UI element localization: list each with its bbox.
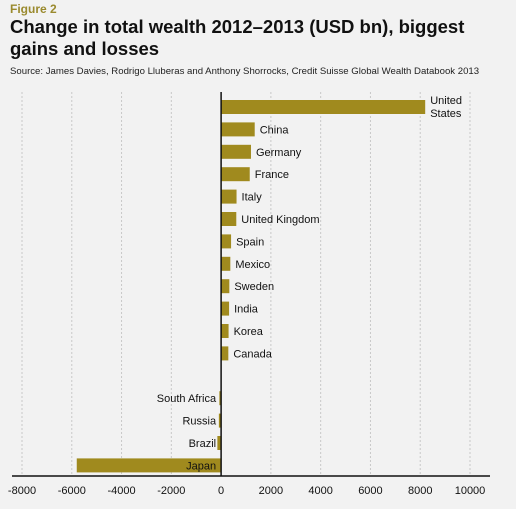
category-label: Japan [186, 460, 216, 472]
bar-sweden [221, 279, 230, 294]
bar-germany [221, 144, 251, 159]
x-tick-label: 4000 [308, 485, 332, 497]
grid-lines [21, 92, 471, 476]
x-tick-labels: -8000 -6000 -4000 -2000 0 2000 4000 6000 8000 100… [8, 485, 485, 497]
bar-china [221, 122, 255, 137]
category-label: Russia [182, 416, 217, 428]
x-tick-label: -2000 [157, 485, 185, 497]
bar-spain [221, 234, 232, 249]
bar-france [221, 167, 250, 182]
bar-brazil [217, 436, 222, 450]
category-label: China [260, 124, 290, 136]
x-tick-label: -8000 [8, 485, 36, 497]
x-tick-label: 10000 [455, 485, 486, 497]
bar-russia [218, 413, 222, 428]
figure-label: Figure 2 [10, 2, 57, 16]
category-label: States [430, 108, 462, 120]
x-tick-label: -6000 [58, 485, 86, 497]
bars [76, 100, 426, 473]
category-label: United [430, 95, 462, 107]
category-label: South Africa [157, 393, 217, 405]
bar-mexico [221, 256, 231, 271]
category-label: France [255, 169, 289, 181]
bar-canada [221, 346, 229, 361]
category-label: United Kingdom [241, 214, 319, 226]
category-label: India [234, 304, 259, 316]
category-label: Canada [233, 348, 272, 360]
x-tick-label: 2000 [259, 485, 283, 497]
category-label: Brazil [189, 438, 217, 450]
category-label: Italy [242, 192, 263, 204]
category-label: Mexico [235, 259, 270, 271]
bar-korea [221, 324, 229, 338]
bar-japan [76, 458, 222, 473]
x-tick-label: 6000 [358, 485, 382, 497]
bar-united-states [221, 100, 426, 114]
category-label: Sweden [234, 281, 274, 293]
x-tick-label: 8000 [408, 485, 432, 497]
category-label: Spain [236, 236, 264, 248]
category-label: Germany [256, 147, 302, 159]
chart-title: Change in total wealth 2012–2013 (USD bn… [10, 16, 465, 59]
bar-south-africa [219, 391, 222, 406]
bar-united-kingdom [221, 212, 237, 226]
chart-source: Source: James Davies, Rodrigo Lluberas a… [10, 66, 480, 77]
bar-india [221, 301, 230, 316]
x-tick-label: 0 [218, 485, 224, 497]
x-tick-label: -4000 [107, 485, 135, 497]
category-label: Korea [234, 326, 264, 338]
bar-italy [221, 189, 237, 204]
axes [12, 92, 490, 477]
